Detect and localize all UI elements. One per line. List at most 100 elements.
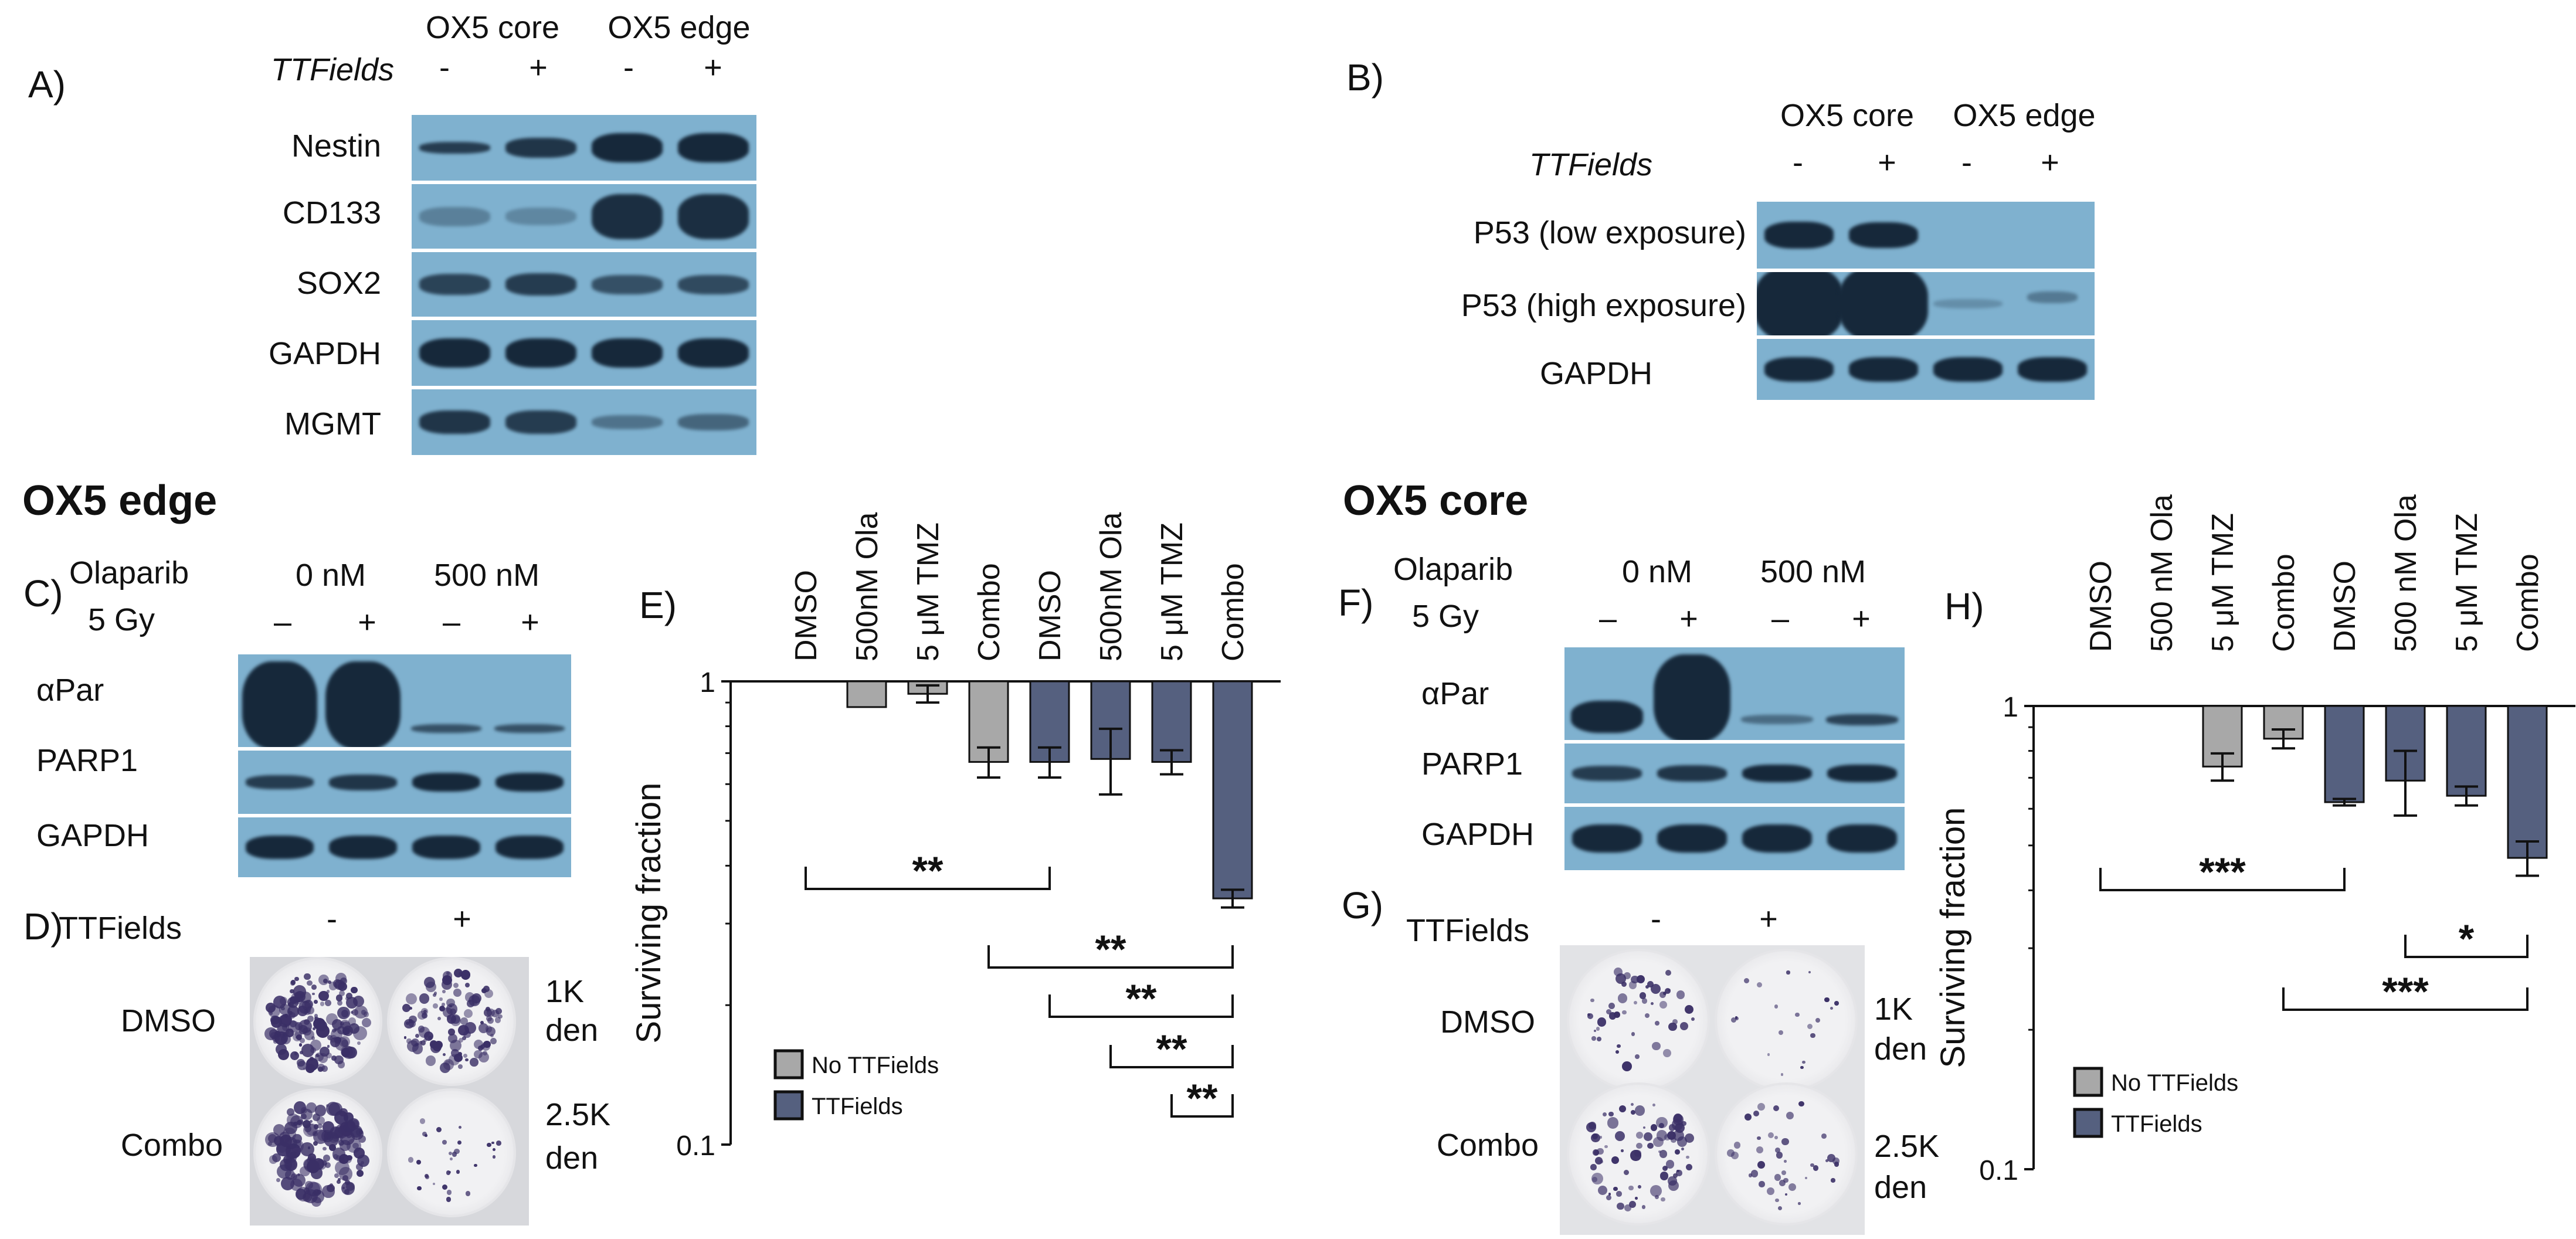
colony [1604,1145,1608,1149]
colony [423,1038,427,1043]
colony [1650,1184,1662,1197]
blot-band [1570,700,1644,734]
colony [1779,1180,1786,1187]
blot-band [328,835,398,860]
colony [1636,1142,1642,1149]
colony [1590,998,1594,1003]
colony [1652,1104,1656,1106]
colony [345,992,352,999]
significance-bracket [1048,994,1234,1018]
panel-d-density-1b: den [545,1013,599,1048]
colony [1645,985,1650,989]
colony [1676,1170,1682,1176]
colony [289,989,294,994]
panel-a-row-nestin: Nestin [291,128,381,164]
panel-c-sign-1: – [273,605,292,640]
colony [1767,1053,1770,1057]
chart-h-letter: H) [1944,585,1984,627]
colony [1602,1112,1607,1116]
colony [1807,1023,1813,1029]
colony [1656,1116,1668,1128]
colony [458,1125,461,1129]
panel-g-row-dmso: DMSO [1440,1004,1535,1040]
colony [1780,1073,1784,1077]
colony [1594,1150,1599,1156]
panel-g-sign-plus: + [1759,901,1778,936]
colony [328,1102,342,1116]
blot-band [1764,222,1834,249]
colony [1810,1163,1814,1167]
blot-band [1657,824,1727,853]
colony [329,1143,337,1151]
blot-band [678,338,749,368]
blot-band [505,207,576,226]
panel-a-sign-3: - [623,50,634,85]
colony [464,1058,469,1062]
colony [338,1166,353,1181]
colony [312,1027,315,1030]
colony [1831,1178,1835,1183]
colony [327,1045,330,1048]
colony [342,1027,349,1034]
colony [1606,1009,1612,1015]
colony [452,1152,457,1157]
colony [1753,1111,1759,1117]
colony [1650,1002,1654,1006]
colony [1672,1173,1678,1178]
panel-g-density-2b: den [1874,1170,1927,1205]
y-tick-label: 0.1 [676,1131,715,1162]
colony [1802,1060,1805,1064]
colony [1784,1160,1787,1163]
bar [2446,705,2487,797]
colony [266,1003,276,1013]
colony [1606,1194,1612,1200]
colony [320,1019,323,1023]
colony [1731,1017,1737,1023]
colony [338,1153,349,1165]
blot-band [495,835,564,860]
colony [274,1033,287,1045]
colony [487,1017,494,1024]
blot-strip-parp1 [238,751,571,814]
blot-band [505,410,576,434]
significance-bracket [1109,1045,1234,1068]
colony [1631,1032,1635,1036]
colony [1630,1109,1636,1115]
colony [323,1146,327,1151]
legend-swatch [2073,1067,2103,1097]
category-label: DMSO [2084,561,2118,652]
colony [1617,1202,1624,1210]
colony [454,1148,460,1155]
blot-band [678,194,749,239]
colony [329,1126,342,1139]
colony [317,1054,320,1058]
colony [450,1049,459,1058]
panel-c-row-parp1: PARP1 [36,743,138,778]
blot-band [419,338,490,368]
colony [298,1001,312,1014]
bar [1151,680,1192,763]
colony [307,1160,320,1173]
colony [289,1152,296,1159]
colony [1614,1011,1620,1018]
colony [1798,1101,1804,1107]
colony [448,1170,452,1174]
colony [1756,1146,1764,1153]
blot-band [1742,824,1812,853]
blot-band [419,274,490,295]
colony [1617,1044,1621,1048]
colony [1691,1017,1695,1021]
colony [446,976,450,979]
colony [273,1039,277,1044]
colony [290,1115,304,1129]
colony [1597,1036,1601,1041]
colony [433,1182,436,1185]
panel-d-row-combo: Combo [120,1128,223,1163]
panel-g-sign-minus: - [1651,901,1661,936]
colony [492,1155,496,1159]
blot-band [592,133,663,163]
blot-strip-sox2 [412,252,756,317]
category-label: 5 μM TMZ [911,522,945,661]
colony [334,1173,340,1178]
colony [1644,1132,1653,1141]
